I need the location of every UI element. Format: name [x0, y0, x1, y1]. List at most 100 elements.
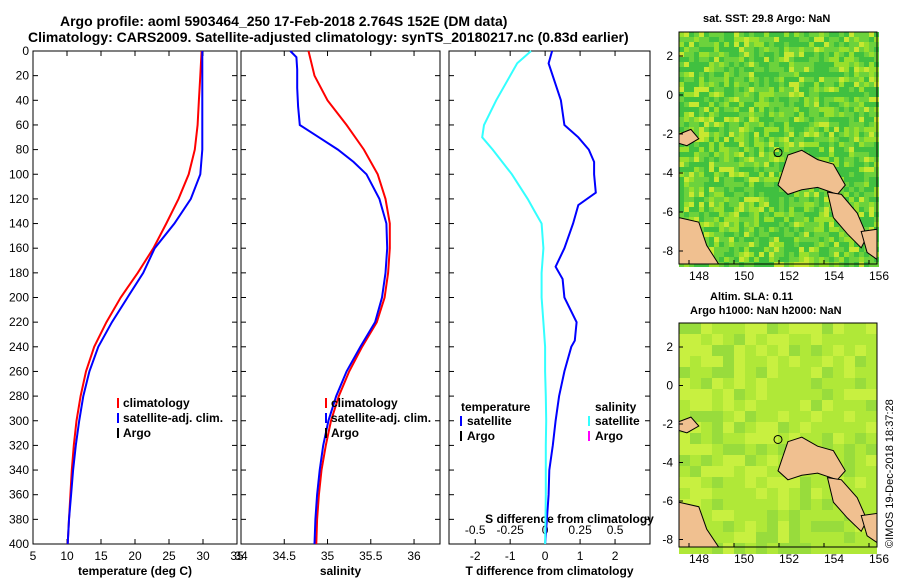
sst-map-cell: [724, 122, 729, 127]
sst-map-cell: [719, 232, 724, 237]
sst-map-cell: [864, 92, 869, 97]
sla-map-cell: [723, 345, 734, 356]
sst-map-cell: [774, 37, 779, 42]
sst-map-cell: [684, 87, 689, 92]
sst-map-cell: [844, 82, 849, 87]
sla-map-cell: [811, 433, 822, 444]
sst-map-cell: [764, 107, 769, 112]
sst-map-cell: [694, 157, 699, 162]
sla-map-cell: [734, 400, 745, 411]
sst-map-cell: [774, 202, 779, 207]
sst-map-cell: [819, 197, 824, 202]
sla-map-cell: [767, 345, 778, 356]
sst-map-cell: [744, 102, 749, 107]
sst-map-cell: [839, 87, 844, 92]
sst-map-cell: [864, 212, 869, 217]
sst-map-cell: [769, 237, 774, 242]
sst-map-cell: [784, 97, 789, 102]
sst-map-cell: [829, 67, 834, 72]
sla-map-ytick-label: 2: [666, 340, 673, 354]
sst-map-cell: [699, 62, 704, 67]
sst-map-cell: [679, 112, 684, 117]
sst-map-cell: [714, 62, 719, 67]
sst-map-cell: [684, 202, 689, 207]
sla-map-cell: [811, 532, 822, 543]
sst-map-cell: [804, 202, 809, 207]
sst-map-cell: [729, 112, 734, 117]
sst-map-cell: [794, 57, 799, 62]
sst-map-cell: [764, 162, 769, 167]
sst-map-cell: [859, 207, 864, 212]
sla-map-cell: [734, 510, 745, 521]
sst-map-cell: [804, 112, 809, 117]
sst-map-cell: [729, 42, 734, 47]
sst-map-cell: [739, 102, 744, 107]
sst-map-cell: [734, 242, 739, 247]
sst-map-cell: [709, 202, 714, 207]
sla-map-cell: [800, 378, 811, 389]
sst-map-cell: [839, 77, 844, 82]
sst-map-cell: [774, 252, 779, 257]
sst-map-cell: [799, 107, 804, 112]
difference-profile-legend-right-title: salinity: [595, 400, 637, 414]
sst-map-cell: [764, 122, 769, 127]
sst-map-cell: [754, 32, 759, 37]
sst-map-cell: [859, 192, 864, 197]
sst-map-cell: [859, 107, 864, 112]
sla-map-ytick-label: 0: [666, 379, 673, 393]
sst-map-cell: [834, 92, 839, 97]
sst-map-cell: [699, 202, 704, 207]
sst-map-cell: [799, 142, 804, 147]
sla-map-cell: [712, 433, 723, 444]
sst-map-cell: [749, 227, 754, 232]
sla-map-cell: [844, 345, 855, 356]
sst-map-cell: [744, 167, 749, 172]
sst-map-cell: [734, 187, 739, 192]
sst-map-cell: [799, 47, 804, 52]
sst-map-cell: [834, 142, 839, 147]
sla-map-cell: [723, 532, 734, 543]
sst-map-cell: [709, 212, 714, 217]
sst-map-cell: [749, 172, 754, 177]
sst-map-cell: [704, 172, 709, 177]
sst-map-cell: [734, 132, 739, 137]
sla-map-cell: [701, 521, 712, 532]
sst-map-cell: [754, 42, 759, 47]
sst-map-cell: [739, 182, 744, 187]
sst-map-cell: [709, 147, 714, 152]
sst-map-cell: [839, 47, 844, 52]
sst-map-cell: [749, 237, 754, 242]
sst-map-cell: [794, 227, 799, 232]
sst-map-cell: [854, 87, 859, 92]
sst-map-cell: [729, 57, 734, 62]
sst-map-cell: [739, 112, 744, 117]
sla-map-cell: [734, 433, 745, 444]
sst-map-cell: [724, 82, 729, 87]
sla-map-cell: [767, 477, 778, 488]
sst-map-cell: [774, 197, 779, 202]
sla-map-cell: [679, 323, 690, 334]
sst-map-cell: [689, 147, 694, 152]
sst-map-cell: [754, 112, 759, 117]
sst-map-cell: [849, 107, 854, 112]
sst-map-cell: [699, 67, 704, 72]
sst-map-cell: [804, 102, 809, 107]
sst-map-cell: [854, 37, 859, 42]
sst-map-cell: [834, 222, 839, 227]
sst-map-cell: [854, 182, 859, 187]
sst-map-cell: [729, 192, 734, 197]
sst-map-cell: [854, 192, 859, 197]
sst-map-cell: [784, 232, 789, 237]
sst-map-ytick-label: 0: [666, 88, 673, 102]
sst-map-cell: [844, 77, 849, 82]
sst-map-cell: [869, 137, 874, 142]
sst-map-cell: [854, 252, 859, 257]
sst-map-cell: [724, 52, 729, 57]
sst-map-cell: [719, 47, 724, 52]
sst-map-cell: [744, 152, 749, 157]
sst-map-cell: [694, 147, 699, 152]
sla-map-cell: [723, 444, 734, 455]
sst-map-cell: [704, 112, 709, 117]
sst-map-cell: [729, 87, 734, 92]
sst-map-cell: [699, 82, 704, 87]
